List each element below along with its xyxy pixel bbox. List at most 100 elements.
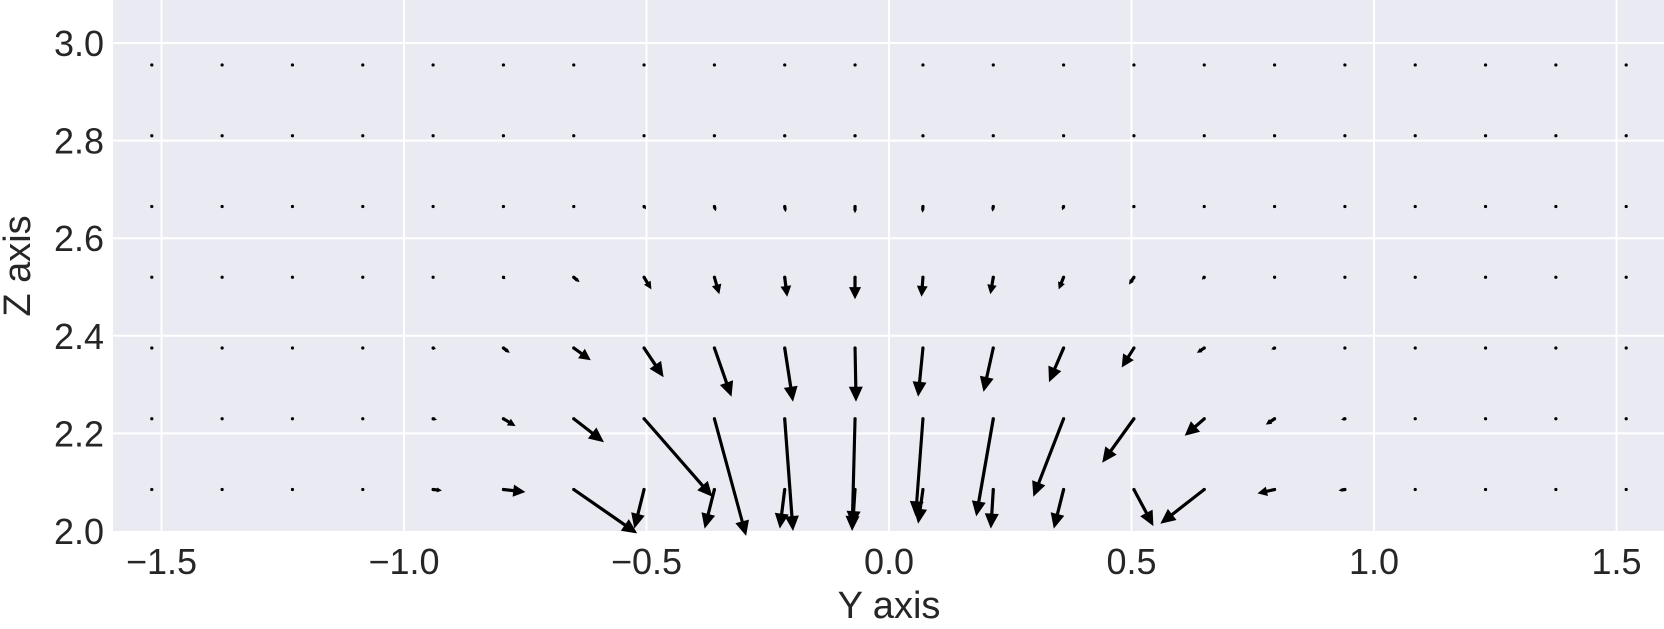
grid-dot <box>1483 63 1488 67</box>
grid-dot <box>1624 417 1628 421</box>
grid-dot <box>501 204 506 209</box>
grid-dot <box>290 346 295 350</box>
grid-dot <box>1132 63 1136 67</box>
quiver-arrow <box>642 276 652 290</box>
grid-dot <box>1062 63 1066 67</box>
grid-dot <box>1413 204 1417 209</box>
grid-dot <box>1343 204 1347 209</box>
quiver-arrow <box>711 276 722 295</box>
quiver-arrow <box>909 418 925 517</box>
grid-dot <box>1483 204 1488 209</box>
quiver-arrow <box>1343 346 1346 350</box>
grid-dot <box>361 134 365 138</box>
quiver-arrow <box>916 277 928 297</box>
grid-dot <box>1343 275 1347 279</box>
grid-dot <box>1624 63 1628 67</box>
grid-dot <box>1413 417 1417 421</box>
quiver-arrow <box>432 417 437 421</box>
quiver-arrow <box>1203 205 1205 209</box>
quiver-arrow <box>572 205 576 209</box>
grid-dot <box>1343 63 1347 67</box>
grid-dot <box>1624 275 1628 279</box>
quiver-arrow <box>502 276 506 280</box>
y-tick-label: 2.6 <box>54 218 104 259</box>
grid-dot <box>361 487 365 492</box>
quiver-arrow <box>1273 275 1276 279</box>
quiver-arrow <box>845 418 860 531</box>
quiver-arrow <box>1121 347 1136 368</box>
quiver-arrow <box>642 205 647 210</box>
grid-dot <box>220 487 224 492</box>
quiver-arrow <box>971 418 995 517</box>
grid-dot <box>712 63 717 67</box>
grid-dot <box>150 204 154 209</box>
grid-dot <box>1413 134 1417 138</box>
quiver-arrow <box>432 487 442 493</box>
grid-lines <box>113 0 1664 531</box>
grid-dot <box>921 63 925 67</box>
quiver-arrow <box>502 417 516 427</box>
quiver-arrow <box>853 206 857 214</box>
x-tick-label: 1.5 <box>1591 541 1641 582</box>
quiver-arrow <box>783 206 787 213</box>
grid-dot <box>1483 134 1488 138</box>
x-tick-label: −1.5 <box>126 541 197 582</box>
grid-dot <box>431 63 435 67</box>
grid-dot <box>220 204 224 209</box>
grid-dot <box>290 134 295 138</box>
y-tick-label: 2.4 <box>54 316 104 357</box>
quiver-arrow <box>1341 417 1346 421</box>
grid-dot <box>1413 346 1417 350</box>
quiver-arrow <box>1061 205 1066 211</box>
quiver-arrow <box>642 347 664 378</box>
x-axis-label: Y axis <box>838 585 941 627</box>
grid-dot <box>220 63 224 67</box>
quiver-arrow <box>783 418 799 531</box>
grid-dot <box>1202 134 1206 138</box>
grid-dot <box>431 204 435 209</box>
quiver-arrows <box>432 135 1346 536</box>
grid-dot <box>150 487 154 492</box>
quiver-arrow <box>912 347 927 397</box>
grid-dot <box>1624 134 1628 138</box>
quiver-arrow <box>921 135 925 138</box>
quiver-arrow <box>984 489 999 529</box>
y-tick-label: 2.2 <box>54 413 104 454</box>
x-tick-labels: −1.5 −1.0 −0.5 0.0 0.5 1.0 1.5 <box>126 541 1642 582</box>
quiver-arrow <box>1184 417 1206 436</box>
quiver-arrow <box>849 277 862 300</box>
y-axis-label: Z axis <box>0 215 39 316</box>
grid-dot <box>783 63 787 67</box>
grid-dot <box>220 275 224 279</box>
grid-dot <box>290 204 295 209</box>
quiver-arrow <box>642 417 713 497</box>
x-tick-label: −0.5 <box>611 541 682 582</box>
quiver-arrow <box>1102 417 1136 463</box>
grid-dot <box>361 204 365 209</box>
quiver-arrow <box>432 346 436 350</box>
grid-dot <box>1554 204 1558 209</box>
grid-dot <box>431 134 435 138</box>
y-tick-label: 2.0 <box>54 511 104 552</box>
quiver-arrow <box>1160 488 1206 524</box>
grid-dot <box>853 63 857 67</box>
grid-dot <box>290 417 295 421</box>
quiver-arrow <box>712 135 717 138</box>
grid-dot <box>1554 417 1558 421</box>
grid-dot <box>1554 346 1558 350</box>
grid-dot <box>220 417 224 421</box>
y-tick-label: 2.8 <box>54 121 104 162</box>
quiver-arrow <box>572 417 604 443</box>
grid-dot <box>1624 346 1628 350</box>
quiver-arrow <box>921 206 925 213</box>
x-tick-label: 1.0 <box>1349 541 1399 582</box>
grid-dot <box>1483 275 1488 279</box>
grid-dot <box>991 63 995 67</box>
grid-dot <box>1483 417 1488 421</box>
quiver-arrow <box>1032 418 1066 497</box>
quiver-arrow <box>1050 489 1066 529</box>
grid-dot <box>572 63 576 67</box>
grid-dot <box>220 346 224 350</box>
quiver-arrow <box>502 346 510 353</box>
